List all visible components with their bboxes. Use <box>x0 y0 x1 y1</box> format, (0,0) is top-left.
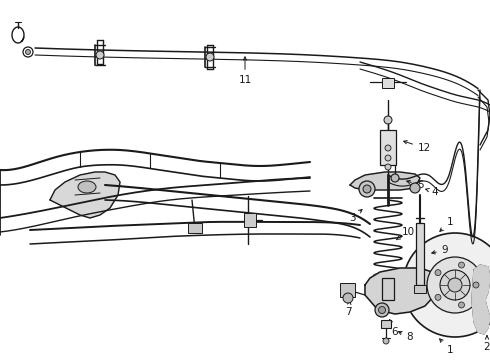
Circle shape <box>391 174 399 182</box>
Bar <box>340 283 355 297</box>
Text: 1: 1 <box>440 217 453 231</box>
Text: 12: 12 <box>404 141 431 153</box>
Text: 7: 7 <box>344 301 351 317</box>
Circle shape <box>378 306 386 314</box>
Circle shape <box>385 145 391 151</box>
Circle shape <box>410 183 420 193</box>
Circle shape <box>343 293 353 303</box>
Circle shape <box>459 262 465 268</box>
Text: 1: 1 <box>440 339 453 355</box>
Bar <box>382 278 394 300</box>
Text: 5: 5 <box>407 180 423 190</box>
Circle shape <box>435 270 441 276</box>
Text: 6: 6 <box>390 320 398 337</box>
Circle shape <box>96 51 104 59</box>
Circle shape <box>385 155 391 161</box>
Bar <box>414 285 426 293</box>
Polygon shape <box>350 172 420 190</box>
Circle shape <box>383 338 389 344</box>
Circle shape <box>459 302 465 308</box>
Text: 10: 10 <box>396 227 415 240</box>
Text: 3: 3 <box>349 210 362 223</box>
Bar <box>416 223 424 285</box>
Text: 4: 4 <box>426 187 439 197</box>
Circle shape <box>448 278 462 292</box>
Circle shape <box>375 303 389 317</box>
Circle shape <box>427 257 483 313</box>
Circle shape <box>363 185 371 193</box>
Bar <box>382 78 394 88</box>
Polygon shape <box>365 268 438 314</box>
Circle shape <box>385 164 391 170</box>
Circle shape <box>403 233 490 337</box>
Circle shape <box>206 53 214 61</box>
Bar <box>381 320 391 328</box>
Circle shape <box>473 282 479 288</box>
Circle shape <box>435 294 441 300</box>
Text: 11: 11 <box>238 57 252 85</box>
Text: 9: 9 <box>432 245 448 255</box>
Bar <box>244 213 256 227</box>
Circle shape <box>440 270 470 300</box>
Bar <box>188 223 202 233</box>
Circle shape <box>359 181 375 197</box>
Ellipse shape <box>78 181 96 193</box>
Polygon shape <box>50 172 120 218</box>
Circle shape <box>25 50 30 54</box>
Text: 8: 8 <box>398 332 413 342</box>
Polygon shape <box>472 265 490 334</box>
Bar <box>380 130 396 165</box>
Text: 2: 2 <box>484 336 490 352</box>
Circle shape <box>384 116 392 124</box>
